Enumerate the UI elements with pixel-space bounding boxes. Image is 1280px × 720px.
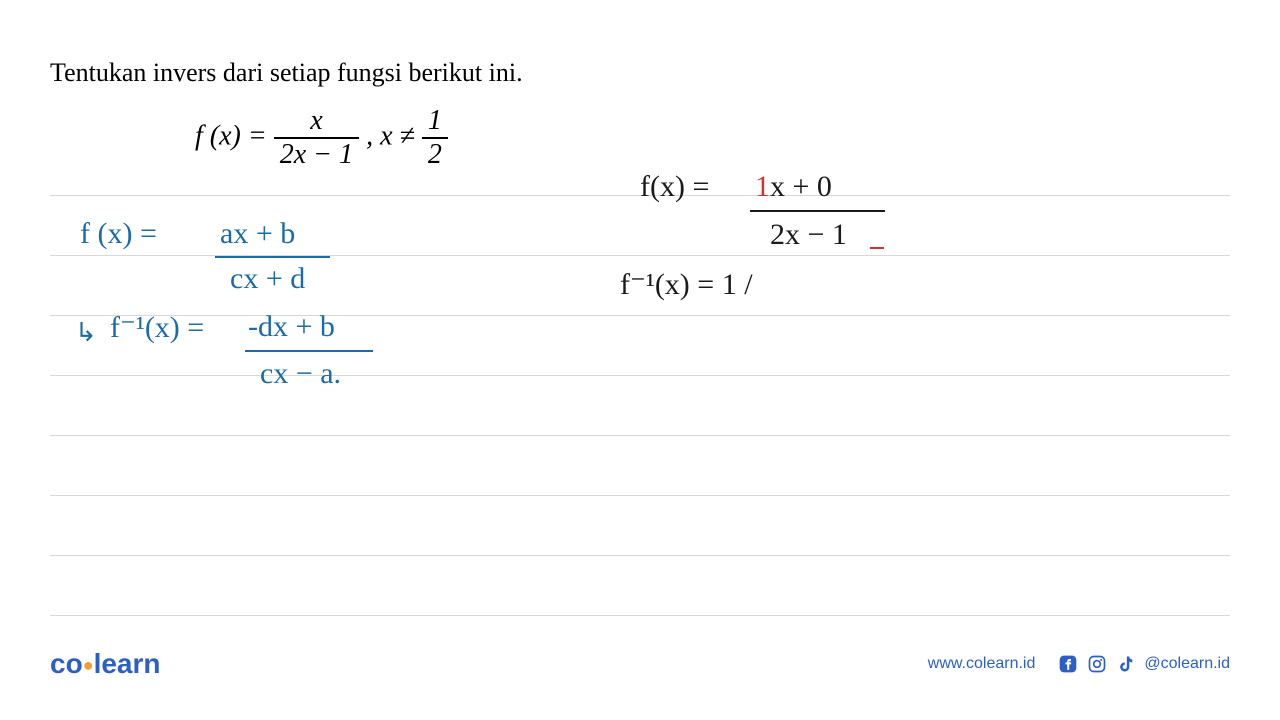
hw-right-line2: f⁻¹(x) = 1 / (620, 267, 753, 302)
hw-right-frac-line1 (750, 210, 885, 212)
problem-equation: f (x) = x 2x − 1 , x ≠ 1 2 (195, 105, 448, 171)
eq-den: 2x − 1 (274, 139, 359, 171)
problem-title: Tentukan invers dari setiap fungsi berik… (50, 58, 523, 88)
ruled-line (50, 435, 1230, 436)
hw-left-line2-num: -dx + b (248, 310, 335, 344)
social-block: @colearn.id (1057, 653, 1230, 675)
hw-right-line1-den: 2x − 1 (770, 218, 847, 252)
brand-logo: co●learn (50, 648, 161, 680)
hw-right-line1-num-b: x + 0 (770, 170, 832, 204)
hw-left-line1-lhs: f (x) = (80, 217, 157, 251)
tiktok-icon (1115, 653, 1137, 675)
ruled-line (50, 615, 1230, 616)
ruled-line (50, 495, 1230, 496)
hw-right-red-underline (870, 247, 884, 249)
eq-frac: x 2x − 1 (274, 105, 359, 171)
eq-cond-num: 1 (422, 105, 448, 139)
hw-arrow: ↳ (75, 318, 97, 348)
hw-left-frac-line1 (215, 256, 330, 258)
footer-url: www.colearn.id (928, 655, 1036, 673)
footer-right: www.colearn.id @colearn.id (928, 653, 1230, 675)
facebook-icon (1057, 653, 1079, 675)
logo-learn: learn (94, 648, 161, 679)
logo-co: co (50, 648, 83, 679)
eq-cond-frac: 1 2 (422, 105, 448, 171)
hw-right-line1-num-a: 1 (755, 170, 770, 204)
hw-right-line1-lhs: f(x) = (640, 170, 709, 204)
eq-num: x (274, 105, 359, 139)
page-content: Tentukan invers dari setiap fungsi berik… (0, 0, 1280, 720)
hw-left-line2-den: cx − a. (260, 357, 341, 391)
logo-dot: ● (83, 655, 94, 675)
hw-left-line2-lhs: f⁻¹(x) = (110, 310, 204, 345)
eq-lhs: f (x) = (195, 120, 267, 151)
ruled-line (50, 375, 1230, 376)
footer: co●learn www.colearn.id @colearn.id (50, 648, 1230, 680)
social-handle: @colearn.id (1144, 655, 1230, 673)
eq-cond-prefix: , x ≠ (366, 120, 415, 151)
instagram-icon (1086, 653, 1108, 675)
hw-left-line1-num: ax + b (220, 217, 295, 251)
hw-left-frac-line2 (245, 350, 373, 352)
hw-left-line1-den: cx + d (230, 262, 305, 296)
ruled-line (50, 555, 1230, 556)
ruled-line (50, 315, 1230, 316)
eq-cond-den: 2 (422, 139, 448, 171)
